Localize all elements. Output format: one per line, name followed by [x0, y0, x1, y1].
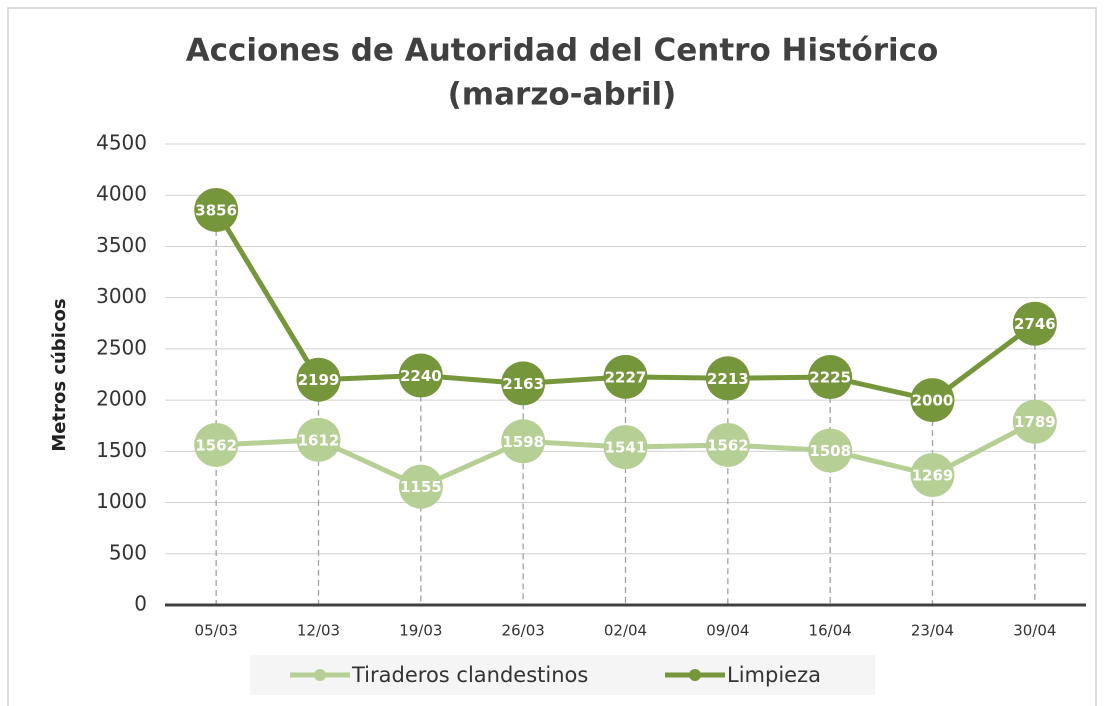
y-tick-label: 2500 — [96, 335, 147, 359]
data-point — [808, 428, 853, 473]
data-point — [808, 355, 853, 400]
x-tick-label: 12/03 — [297, 622, 340, 640]
data-point — [910, 452, 955, 497]
data-label: 2199 — [298, 371, 340, 389]
data-point — [296, 417, 341, 462]
data-label: 2225 — [809, 369, 851, 387]
chart-subtitle: (marzo-abril) — [448, 77, 677, 113]
data-label: 1598 — [502, 433, 544, 451]
data-point — [398, 353, 443, 398]
x-tick-label: 02/04 — [604, 622, 647, 640]
data-point — [194, 422, 239, 467]
x-tick-label: 16/04 — [809, 622, 852, 640]
x-tick-label: 05/03 — [195, 622, 238, 640]
data-label: 1562 — [195, 436, 237, 454]
legend-label: Limpieza — [727, 663, 821, 687]
y-tick-label: 0 — [134, 592, 147, 616]
x-tick-label: 23/04 — [911, 622, 954, 640]
y-axis-label: Metros cúbicos — [49, 298, 70, 451]
data-point — [705, 356, 750, 401]
data-label: 2227 — [605, 368, 647, 386]
data-label: 1789 — [1014, 413, 1056, 431]
data-point — [603, 425, 648, 470]
data-label: 1155 — [400, 478, 442, 496]
data-label: 1612 — [298, 431, 340, 449]
y-tick-label: 3500 — [96, 233, 147, 257]
y-tick-label: 1500 — [96, 438, 147, 462]
data-point — [1012, 399, 1057, 444]
data-point — [501, 419, 546, 464]
y-tick-label: 1000 — [96, 489, 147, 513]
y-tick-label: 2000 — [96, 387, 147, 411]
data-label: 1269 — [912, 466, 954, 484]
x-tick-label: 30/04 — [1013, 622, 1056, 640]
legend-box — [250, 655, 875, 695]
data-label: 3856 — [195, 201, 237, 219]
data-point — [194, 187, 239, 232]
data-point — [603, 354, 648, 399]
y-tick-label: 4500 — [96, 131, 147, 155]
data-point — [1012, 301, 1057, 346]
data-label: 2746 — [1014, 315, 1056, 333]
data-point — [705, 422, 750, 467]
y-tick-label: 4000 — [96, 182, 147, 206]
data-label: 1508 — [809, 442, 851, 460]
data-label: 1541 — [605, 439, 647, 457]
x-tick-label: 26/03 — [502, 622, 545, 640]
data-label: 2240 — [400, 367, 442, 385]
data-point — [910, 378, 955, 423]
data-point — [296, 357, 341, 402]
x-tick-label: 09/04 — [706, 622, 749, 640]
data-point — [501, 361, 546, 406]
data-label: 2163 — [502, 375, 544, 393]
chart-border — [7, 7, 1097, 706]
legend-marker — [689, 669, 701, 681]
chart-title: Acciones de Autoridad del Centro Históri… — [186, 33, 939, 69]
y-tick-label: 3000 — [96, 284, 147, 308]
legend-label: Tiraderos clandestinos — [351, 663, 588, 687]
y-tick-label: 500 — [109, 540, 147, 564]
x-tick-label: 19/03 — [399, 622, 442, 640]
data-label: 2000 — [912, 392, 954, 410]
data-point — [398, 464, 443, 509]
data-label: 2213 — [707, 370, 749, 388]
legend-marker — [314, 669, 326, 681]
data-label: 1562 — [707, 436, 749, 454]
